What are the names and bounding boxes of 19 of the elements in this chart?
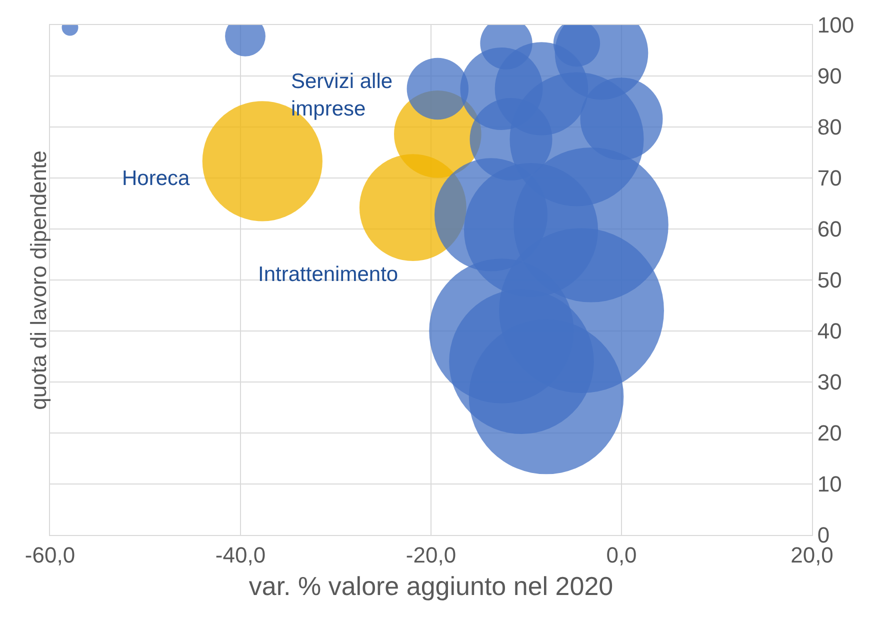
annotation: Servizi alle imprese bbox=[291, 70, 393, 120]
y-tick-label: 30 bbox=[817, 370, 842, 395]
y-tick-label: 20 bbox=[817, 420, 842, 446]
x-tick-label: 0,0 bbox=[606, 542, 637, 568]
x-axis-title: var. % valore aggiunto nel 2020 bbox=[248, 571, 614, 602]
y-tick-label: 80 bbox=[817, 114, 842, 140]
annotation: Intrattenimento bbox=[258, 263, 398, 286]
y-tick-label: 40 bbox=[817, 318, 842, 344]
y-tick-label: 60 bbox=[817, 216, 842, 242]
y-tick-label: 10 bbox=[817, 472, 842, 497]
y-tick-label: 70 bbox=[817, 166, 842, 191]
x-tick-label: -40,0 bbox=[215, 542, 266, 568]
y-tick-label: 100 bbox=[817, 12, 854, 38]
x-tick-label: -60,0 bbox=[24, 542, 76, 568]
y-tick-label: 90 bbox=[817, 64, 842, 89]
x-tick-label: -20,0 bbox=[406, 542, 456, 568]
y-tick-label: 50 bbox=[817, 268, 842, 293]
y-axis-title: quota di lavoro dipendente bbox=[26, 150, 51, 410]
annotation: Horeca bbox=[122, 167, 190, 190]
